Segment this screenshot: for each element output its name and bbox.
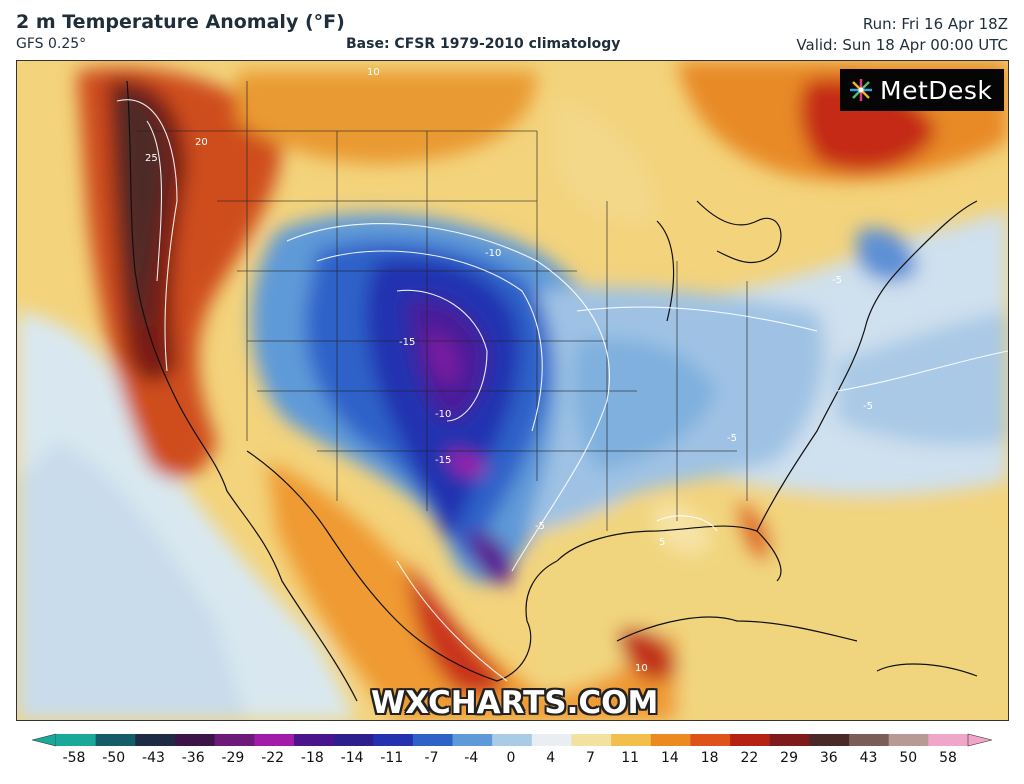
- colorbar-segment: [849, 734, 890, 746]
- colorbar-segment: [135, 734, 176, 746]
- colorbar-segment: [809, 734, 850, 746]
- brand-name: MetDesk: [880, 75, 993, 105]
- colorbar-tick-label: 43: [859, 750, 878, 766]
- colorbar-tick-label: -14: [340, 750, 364, 766]
- model-label: GFS 0.25°: [16, 36, 87, 52]
- colorbar-tick-label: -29: [221, 750, 245, 766]
- colorbar-segment: [531, 734, 572, 746]
- contour-label: 10: [635, 663, 648, 674]
- colorbar-tick-label: 50: [899, 750, 918, 766]
- colorbar-segment: [214, 734, 255, 746]
- colorbar-left-arrow-icon: [31, 733, 57, 747]
- colorbar-segment: [690, 734, 731, 746]
- wxcharts-watermark: WXCHARTS.COM: [371, 685, 659, 721]
- colorbar-tick-label: -18: [300, 750, 324, 766]
- contour-label-group: 10 25 20 -10 -15 -10 -15 -5 -5 -5 5 10 -…: [145, 67, 873, 674]
- anomaly-map: 10 25 20 -10 -15 -10 -15 -5 -5 -5 5 10 -…: [16, 60, 1009, 721]
- colorbar-tick-label: 36: [819, 750, 838, 766]
- colorbar-segment: [254, 734, 295, 746]
- colorbar-right-arrow-icon: [967, 733, 993, 747]
- colorbar-tick-label: 0: [506, 750, 516, 766]
- colorbar-tick-label: -4: [464, 750, 479, 766]
- colorbar-tick-label: 11: [621, 750, 640, 766]
- colorbar-tick-label: -43: [142, 750, 165, 766]
- state-borders: [137, 81, 748, 531]
- colorbar-tick-label: 14: [660, 750, 679, 766]
- colorbar-tick-label: -22: [261, 750, 285, 766]
- colorbar-legend: -58 -50 -43 -36 -29 -22 -18 -14 -11 -7 -4 0 4 7 11 14 18…: [0, 724, 1024, 784]
- contour-label: 25: [145, 153, 158, 164]
- colorbar-segment: [333, 734, 374, 746]
- colorbar-tick-label: -11: [380, 750, 404, 766]
- contour-label: -5: [832, 275, 842, 286]
- colorbar-segment: [492, 734, 533, 746]
- contour-label: 10: [367, 67, 380, 78]
- colorbar-tick-label: 4: [546, 750, 556, 766]
- contour-label: -5: [863, 401, 873, 412]
- colorbar-tick-label: 29: [780, 750, 798, 766]
- contour-lines: [116, 99, 1008, 682]
- colorbar-segment: [293, 734, 335, 746]
- colorbar-segment: [888, 734, 929, 746]
- contour-label: -5: [535, 521, 545, 532]
- contour-label: -15: [435, 455, 451, 466]
- colorbar-tick-label: 22: [740, 750, 759, 766]
- colorbar-segment: [571, 734, 612, 746]
- contour-label: -10: [485, 248, 501, 259]
- colorbar-segment: [452, 734, 493, 746]
- colorbar-segment: [650, 734, 691, 746]
- contour-label: -10: [435, 409, 451, 420]
- colorbar-tick-label: -58: [62, 750, 86, 766]
- valid-time-label: Valid: Sun 18 Apr 00:00 UTC: [796, 36, 1008, 54]
- contour-label: 5: [659, 537, 665, 548]
- starburst-logo-icon: [850, 79, 872, 101]
- colorbar-segment: [769, 734, 810, 746]
- contour-label: 20: [195, 137, 208, 148]
- base-climatology-label: Base: CFSR 1979-2010 climatology: [346, 36, 621, 52]
- colorbar-segment: [928, 734, 969, 746]
- metdesk-brand-badge: MetDesk: [840, 69, 1004, 111]
- colorbar-tick-label: 58: [939, 750, 957, 766]
- colorbar-segment: [174, 734, 216, 746]
- colorbar-segment: [730, 734, 771, 746]
- colorbar-tick-label: -36: [181, 750, 205, 766]
- anomaly-field: [17, 61, 1008, 720]
- colorbar-segment: [373, 734, 414, 746]
- colorbar-tick-label: 18: [700, 750, 719, 766]
- colorbar-segment: [95, 734, 136, 746]
- map-svg: 10 25 20 -10 -15 -10 -15 -5 -5 -5 5 10 -…: [17, 61, 1008, 720]
- coastlines: [126, 80, 978, 702]
- run-time-label: Run: Fri 16 Apr 18Z: [862, 15, 1008, 33]
- colorbar-tick-label: -7: [424, 750, 439, 766]
- colorbar-segments: [56, 734, 969, 746]
- contour-label: -15: [399, 337, 415, 348]
- chart-title: 2 m Temperature Anomaly (°F): [16, 11, 345, 33]
- colorbar-svg: [31, 733, 993, 747]
- colorbar-segment: [56, 734, 97, 746]
- colorbar-segment: [412, 734, 454, 746]
- colorbar-tick-label: 7: [585, 750, 595, 766]
- colorbar-segment: [611, 734, 652, 746]
- contour-label: -5: [727, 433, 737, 444]
- colorbar-tick-label: -50: [102, 750, 126, 766]
